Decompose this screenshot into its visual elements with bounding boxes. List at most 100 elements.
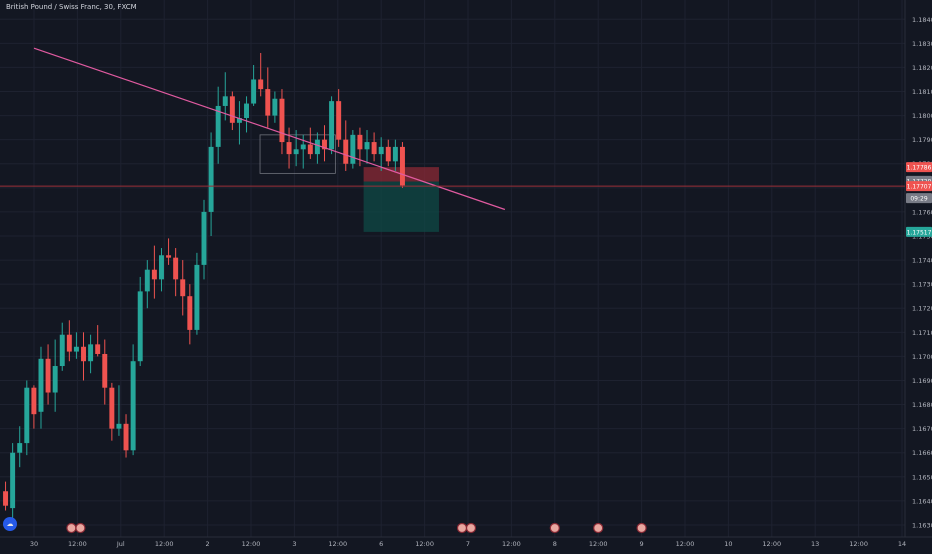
candle-body xyxy=(357,134,363,150)
x-tick-label: 12:00 xyxy=(155,540,174,548)
symbol-title: British Pound / Swiss Franc, 30, FXCM xyxy=(6,3,137,11)
candle-body xyxy=(208,146,214,212)
y-tick-label: 1.17900 xyxy=(912,136,932,144)
y-tick-label: 1.18100 xyxy=(912,88,932,96)
x-tick-label: 10 xyxy=(724,540,732,548)
y-tick-label: 1.18000 xyxy=(912,112,932,120)
candle-body xyxy=(52,366,58,393)
candle-body xyxy=(229,96,235,123)
candle-body xyxy=(236,117,242,123)
x-tick-label: Jul xyxy=(116,540,125,548)
candle-body xyxy=(38,358,44,412)
x-tick-label: 13 xyxy=(811,540,819,548)
price-label-text: 09:29 xyxy=(910,196,927,203)
price-label-box xyxy=(906,181,932,192)
candle-body xyxy=(81,346,86,362)
candle-body xyxy=(371,142,377,155)
candle-body xyxy=(151,269,157,280)
x-tick-label: 3 xyxy=(292,540,296,548)
y-tick-label: 1.16400 xyxy=(912,497,932,505)
candle-body xyxy=(144,269,150,292)
x-tick-label: 8 xyxy=(553,540,557,548)
economic-event-icon xyxy=(549,522,560,534)
economic-event-icon xyxy=(593,522,604,534)
x-tick-label: 12:00 xyxy=(502,540,521,548)
candle-body xyxy=(314,139,320,155)
candle-body xyxy=(95,344,101,354)
candle-body xyxy=(322,139,327,150)
y-tick-label: 1.16300 xyxy=(912,521,932,529)
x-tick-label: 12:00 xyxy=(415,540,434,548)
candle-body xyxy=(109,387,115,429)
price-label-box xyxy=(906,226,932,237)
candle-body xyxy=(329,101,335,150)
x-tick-label: 12:00 xyxy=(762,540,781,548)
price-label-box xyxy=(906,193,932,204)
candle-body xyxy=(279,98,285,143)
candle-body xyxy=(166,255,172,258)
x-tick-label: 12:00 xyxy=(849,540,868,548)
candle-body xyxy=(130,361,136,451)
candle-body xyxy=(364,142,370,150)
candle-body xyxy=(137,291,143,362)
y-tick-label: 1.17400 xyxy=(912,257,932,265)
y-tick-label: 1.17200 xyxy=(912,305,932,313)
candle-body xyxy=(399,146,405,186)
candle-body xyxy=(17,443,23,453)
x-tick-label: 6 xyxy=(379,540,383,548)
candle-body xyxy=(158,255,164,280)
x-tick-label: 12:00 xyxy=(328,540,347,548)
price-label-text: 1.17517 xyxy=(907,229,932,236)
candle-body xyxy=(10,452,16,509)
candle-body xyxy=(73,346,79,352)
y-tick-label: 1.18200 xyxy=(912,64,932,72)
trendline xyxy=(33,47,506,211)
candle-body xyxy=(201,211,207,265)
candle-body xyxy=(336,101,342,140)
candle-body xyxy=(244,103,250,118)
candle-body xyxy=(222,96,228,106)
candle-body xyxy=(173,257,179,280)
tradingview-logo-icon[interactable]: ☁ xyxy=(3,517,17,531)
economic-event-icon xyxy=(465,522,477,534)
x-tick-label: 2 xyxy=(206,540,210,548)
economic-event-icon xyxy=(636,522,647,534)
y-tick-label: 1.18400 xyxy=(912,16,932,24)
x-tick-label: 12:00 xyxy=(589,540,608,548)
candle-body xyxy=(265,89,271,116)
economic-event-icon xyxy=(66,522,77,534)
candle-body xyxy=(286,142,292,155)
candle-body xyxy=(31,387,37,415)
y-tick-label: 1.18300 xyxy=(912,40,932,48)
economic-event-icon xyxy=(456,522,468,534)
candle-body xyxy=(343,139,349,164)
candle-body xyxy=(385,146,391,162)
candle-body xyxy=(102,353,108,388)
candle-body xyxy=(116,423,122,429)
candle-body xyxy=(180,279,186,297)
y-tick-label: 1.17100 xyxy=(912,329,932,337)
x-tick-label: 14 xyxy=(898,540,906,548)
candle-body xyxy=(123,423,129,451)
y-tick-label: 1.16700 xyxy=(912,425,932,433)
price-label-box xyxy=(906,162,932,173)
x-tick-label: 9 xyxy=(640,540,644,548)
y-tick-label: 1.16500 xyxy=(912,473,932,481)
candle-body xyxy=(392,146,398,162)
candle-body xyxy=(307,144,313,155)
range-box xyxy=(259,134,336,174)
candle-body xyxy=(66,334,72,352)
candle-body xyxy=(251,79,257,104)
take-profit-zone xyxy=(363,181,439,232)
candle-body xyxy=(378,146,384,155)
candle-body xyxy=(258,79,264,90)
candle-body xyxy=(215,105,221,147)
candle-body xyxy=(350,134,356,164)
candle-body xyxy=(293,149,299,155)
x-tick-label: 30 xyxy=(30,540,38,548)
candle-body xyxy=(59,334,65,367)
x-tick-label: 12:00 xyxy=(676,540,695,548)
